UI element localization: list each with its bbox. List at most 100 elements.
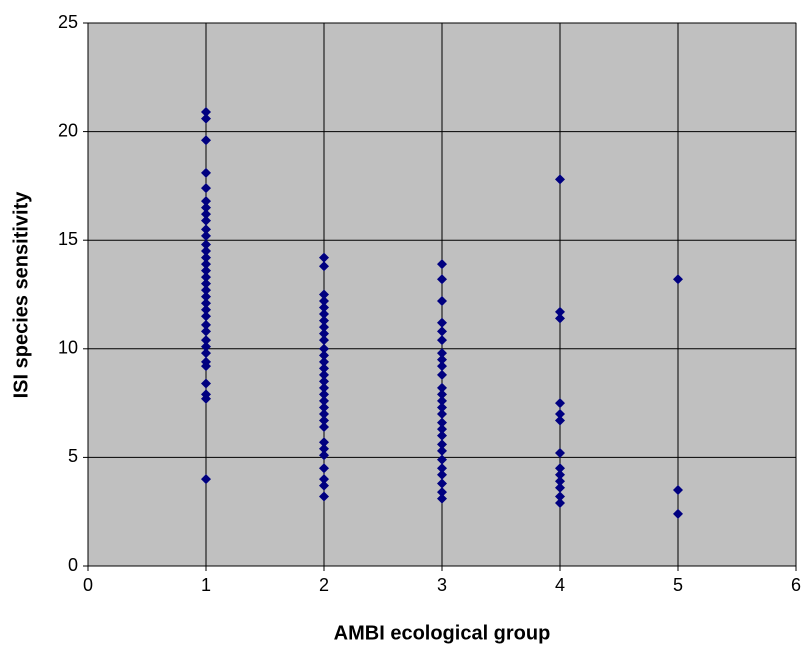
point xyxy=(201,224,211,235)
point xyxy=(319,389,329,400)
point xyxy=(319,395,329,406)
y-tick-label: 5 xyxy=(68,446,78,466)
point xyxy=(555,476,565,487)
x-tick-label: 2 xyxy=(319,575,329,595)
point xyxy=(437,439,447,450)
y-tick-label: 10 xyxy=(58,338,78,358)
point xyxy=(437,493,447,504)
x-tick-label: 4 xyxy=(555,575,565,595)
point xyxy=(319,474,329,485)
point xyxy=(437,445,447,456)
point xyxy=(437,487,447,498)
point xyxy=(201,335,211,346)
point xyxy=(201,474,211,485)
point xyxy=(319,491,329,502)
point xyxy=(437,408,447,419)
point xyxy=(437,296,447,307)
point xyxy=(437,454,447,465)
point xyxy=(201,196,211,207)
y-tick-label: 25 xyxy=(58,12,78,32)
point xyxy=(437,463,447,474)
point xyxy=(319,376,329,387)
point xyxy=(437,326,447,337)
point xyxy=(201,183,211,194)
point xyxy=(201,298,211,309)
point xyxy=(319,328,329,339)
point xyxy=(201,215,211,226)
point xyxy=(555,448,565,459)
point xyxy=(201,285,211,296)
point xyxy=(201,167,211,178)
point xyxy=(555,463,565,474)
point xyxy=(319,480,329,491)
point xyxy=(437,478,447,489)
point xyxy=(555,313,565,324)
point xyxy=(319,421,329,432)
point xyxy=(437,335,447,346)
point xyxy=(319,315,329,326)
point xyxy=(555,482,565,493)
point xyxy=(201,304,211,315)
point xyxy=(319,382,329,393)
point xyxy=(201,361,211,372)
point xyxy=(201,135,211,146)
point xyxy=(201,311,211,322)
point xyxy=(437,259,447,270)
point xyxy=(201,291,211,302)
y-tick-label: 20 xyxy=(58,120,78,140)
point xyxy=(319,350,329,361)
point xyxy=(201,246,211,257)
point xyxy=(201,326,211,337)
point xyxy=(437,361,447,372)
point xyxy=(437,348,447,359)
point xyxy=(201,113,211,124)
point xyxy=(319,437,329,448)
point xyxy=(319,322,329,333)
point xyxy=(555,491,565,502)
point xyxy=(437,369,447,380)
point xyxy=(555,498,565,509)
point xyxy=(673,484,683,495)
point xyxy=(201,272,211,283)
point xyxy=(201,378,211,389)
point xyxy=(319,402,329,413)
point xyxy=(319,363,329,374)
point xyxy=(555,174,565,185)
point xyxy=(319,335,329,346)
x-axis-label: AMBI ecological group xyxy=(334,622,551,644)
point xyxy=(319,443,329,454)
point xyxy=(437,317,447,328)
point xyxy=(673,274,683,285)
point xyxy=(319,343,329,354)
point xyxy=(201,259,211,270)
point xyxy=(201,278,211,289)
point xyxy=(319,296,329,307)
point xyxy=(319,302,329,313)
point xyxy=(201,265,211,276)
point xyxy=(319,356,329,367)
point xyxy=(201,393,211,404)
point xyxy=(319,289,329,300)
x-tick-label: 1 xyxy=(201,575,211,595)
x-tick-label: 6 xyxy=(791,575,801,595)
point xyxy=(437,469,447,480)
point xyxy=(319,252,329,263)
point xyxy=(201,341,211,352)
point xyxy=(319,408,329,419)
point xyxy=(555,398,565,409)
point xyxy=(319,415,329,426)
point xyxy=(437,417,447,428)
point xyxy=(319,309,329,320)
point xyxy=(437,424,447,435)
y-axis-label: ISI species sensitivity xyxy=(10,191,32,399)
point xyxy=(201,348,211,359)
point xyxy=(201,319,211,330)
point xyxy=(555,415,565,426)
y-tick-label: 0 xyxy=(68,555,78,575)
point xyxy=(201,107,211,118)
y-tick-label: 15 xyxy=(58,229,78,249)
point xyxy=(555,306,565,317)
point xyxy=(201,202,211,213)
point xyxy=(319,369,329,380)
